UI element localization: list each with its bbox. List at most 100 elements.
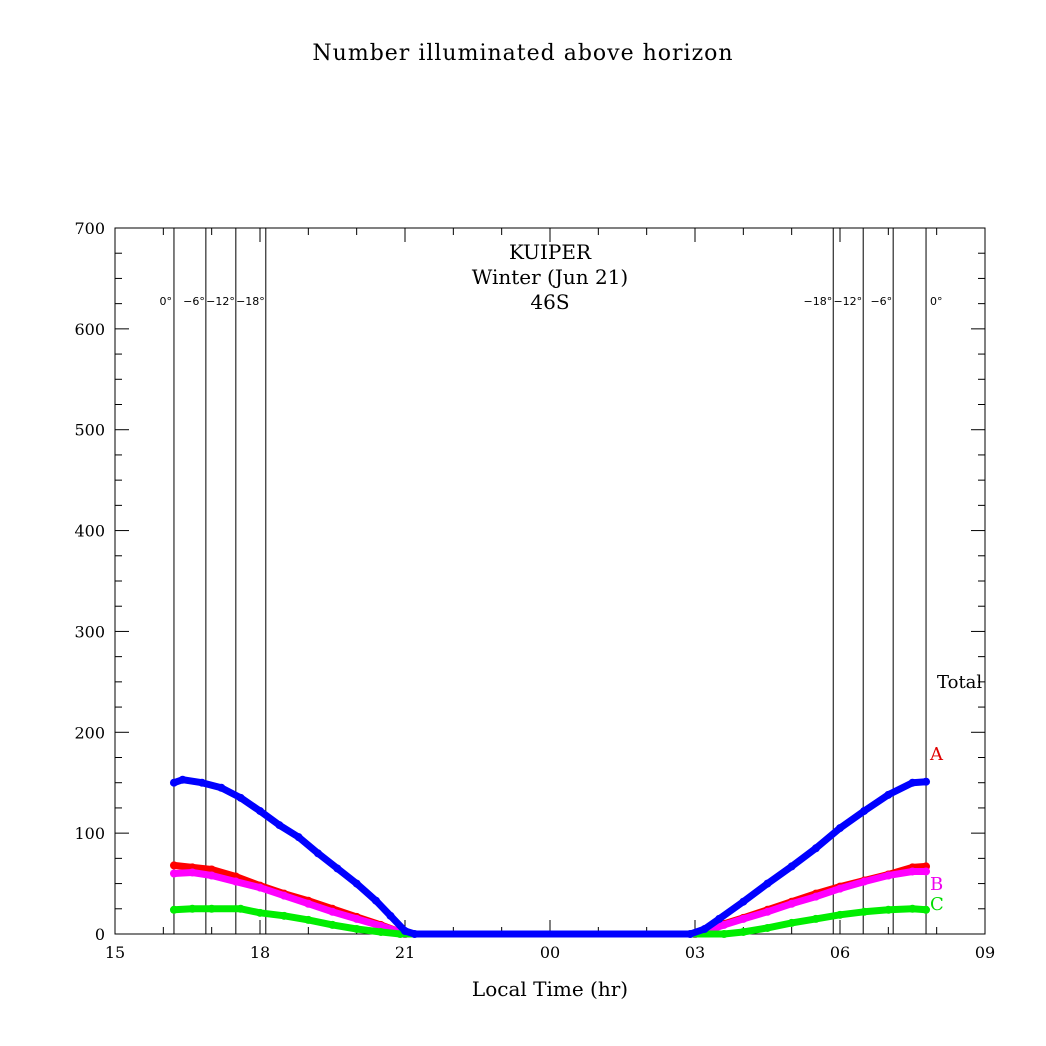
data-point-total bbox=[352, 879, 361, 888]
sun-elevation-label: −12° bbox=[206, 295, 235, 308]
data-point-b bbox=[836, 884, 844, 893]
data-point-b bbox=[188, 868, 197, 877]
data-point-b bbox=[207, 871, 216, 880]
x-tick-label: 15 bbox=[105, 943, 125, 962]
x-tick-label: 06 bbox=[830, 943, 850, 962]
data-point-total bbox=[700, 924, 709, 933]
data-point-total bbox=[275, 821, 284, 830]
data-point-c bbox=[188, 904, 197, 913]
data-point-c bbox=[352, 924, 361, 933]
y-tick-label: 600 bbox=[74, 320, 105, 339]
data-point-total bbox=[178, 775, 187, 784]
annotation-season: Winter (Jun 21) bbox=[472, 265, 628, 289]
data-point-c bbox=[811, 914, 820, 923]
data-point-total bbox=[294, 833, 303, 842]
data-point-c bbox=[256, 908, 264, 917]
data-point-c bbox=[884, 905, 893, 914]
data-point-total bbox=[763, 879, 772, 888]
data-point-total bbox=[256, 806, 264, 815]
data-point-c bbox=[860, 907, 869, 916]
data-point-total bbox=[217, 783, 226, 792]
data-point-total bbox=[739, 897, 748, 906]
x-tick-label: 09 bbox=[975, 943, 995, 962]
data-point-b bbox=[280, 891, 289, 900]
data-point-total bbox=[386, 911, 395, 920]
data-point-b bbox=[787, 899, 796, 908]
data-point-b bbox=[328, 907, 337, 916]
y-tick-label: 500 bbox=[74, 421, 105, 440]
plot-area bbox=[114, 227, 986, 935]
data-point-total bbox=[372, 896, 380, 905]
data-point-c bbox=[763, 923, 772, 932]
series-group bbox=[169, 775, 931, 938]
data-point-b bbox=[256, 883, 264, 892]
x-axis-label: Local Time (hr) bbox=[472, 977, 628, 1001]
data-point-c bbox=[207, 904, 216, 913]
data-point-total bbox=[236, 793, 245, 802]
x-tick-label: 03 bbox=[685, 943, 705, 962]
legend-a: A bbox=[929, 744, 944, 765]
data-point-c bbox=[280, 911, 289, 920]
y-tick-label: 400 bbox=[74, 522, 105, 541]
data-point-b bbox=[811, 892, 820, 901]
x-tick-label: 21 bbox=[395, 943, 415, 962]
series-line-total bbox=[170, 776, 930, 938]
data-point-c bbox=[376, 927, 385, 936]
data-point-b bbox=[352, 914, 361, 923]
sun-elevation-label: −12° bbox=[833, 295, 862, 308]
data-point-c bbox=[236, 904, 245, 913]
x-tick-label: 00 bbox=[540, 943, 560, 962]
y-tick-label: 100 bbox=[74, 824, 105, 843]
data-point-total bbox=[908, 778, 917, 787]
data-point-b bbox=[884, 871, 893, 880]
y-axis-ticks: 0 100 200 300 400 500 600 700 bbox=[74, 219, 985, 944]
annotation-satellite: KUIPER bbox=[509, 240, 592, 264]
data-point-b bbox=[922, 867, 931, 876]
data-point-b bbox=[720, 920, 728, 929]
y-tick-label: 300 bbox=[74, 622, 105, 641]
sun-elevation-label: −6° bbox=[870, 295, 892, 308]
data-point-c bbox=[836, 910, 844, 919]
data-point-total bbox=[410, 930, 419, 938]
data-point-c bbox=[169, 905, 178, 914]
x-tick-label: 18 bbox=[250, 943, 270, 962]
data-point-a bbox=[169, 861, 178, 870]
data-point-total bbox=[198, 778, 206, 787]
data-point-b bbox=[169, 869, 178, 878]
data-point-total bbox=[686, 930, 695, 938]
data-point-a bbox=[207, 865, 216, 874]
sun-elevation-label: 0° bbox=[930, 295, 943, 308]
sun-elevation-label: −18° bbox=[236, 295, 265, 308]
y-tick-label: 0 bbox=[95, 925, 105, 944]
data-point-c bbox=[720, 930, 728, 938]
data-point-b bbox=[860, 877, 869, 886]
data-point-b bbox=[376, 921, 385, 930]
sun-elevation-label: −18° bbox=[804, 295, 833, 308]
data-point-total bbox=[922, 777, 931, 786]
data-point-total bbox=[169, 778, 178, 787]
data-point-total bbox=[401, 926, 409, 935]
sun-elevation-label: −6° bbox=[183, 295, 205, 308]
data-point-total bbox=[715, 914, 724, 923]
annotation-latitude: 46S bbox=[530, 290, 569, 314]
data-point-total bbox=[314, 849, 322, 858]
data-point-total bbox=[860, 806, 869, 815]
legend-c: C bbox=[930, 894, 944, 915]
data-point-b bbox=[763, 907, 772, 916]
data-point-total bbox=[811, 844, 820, 853]
data-point-b bbox=[908, 867, 917, 876]
data-point-c bbox=[739, 927, 748, 936]
x-axis-ticks: 15 18 21 00 03 06 09 bbox=[105, 228, 995, 962]
data-point-b bbox=[231, 877, 240, 886]
data-point-c bbox=[908, 904, 917, 913]
data-point-total bbox=[836, 824, 844, 833]
data-point-c bbox=[304, 915, 313, 924]
legend-total: Total bbox=[937, 672, 982, 693]
data-point-total bbox=[787, 862, 796, 871]
data-point-total bbox=[884, 790, 893, 799]
y-tick-label: 200 bbox=[74, 723, 105, 742]
y-tick-label: 700 bbox=[74, 219, 105, 238]
legend-b: B bbox=[930, 874, 943, 895]
sun-elevation-lines: 0° −6° −12° −18° −18° −12° −6° 0° bbox=[159, 228, 943, 934]
